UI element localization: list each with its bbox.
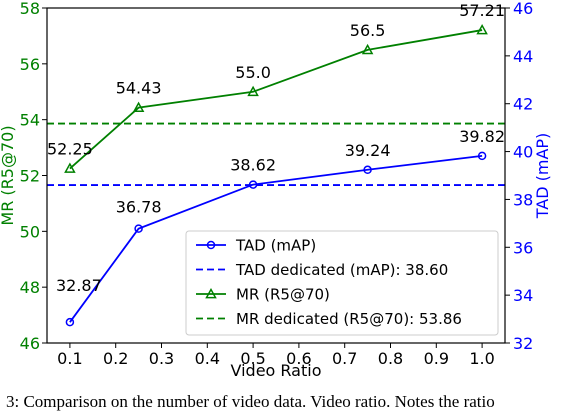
x-tick-label: 0.4: [195, 349, 220, 368]
left-y-tick-label: 54: [20, 111, 40, 130]
legend-entry-label: TAD dedicated (mAP): 38.60: [235, 261, 448, 279]
tad-point: [363, 165, 372, 175]
right-y-tick-label: 46: [513, 0, 533, 18]
tad-data-label: 39.24: [345, 141, 391, 160]
x-tick-label: 0.6: [286, 349, 311, 368]
chart: 0.1 0.2 0.3 0.4 0.5 0.6 0.7 0.8 0.9 1.0 Video Rati…: [0, 0, 552, 380]
mr-data-label: 56.5: [350, 21, 386, 40]
mr-data-label: 52.25: [47, 140, 93, 159]
mr-data-label: 55.0: [235, 63, 271, 82]
mr-point: [361, 43, 374, 55]
legend-entry-label: TAD (mAP): [235, 237, 316, 255]
legend-marker: [205, 287, 217, 299]
mr-data-label: 54.43: [116, 79, 162, 98]
left-y-axis-label: MR (R5@70): [0, 125, 17, 225]
left-y-tick-label: 50: [20, 222, 40, 241]
tad-point: [134, 224, 143, 233]
left-y-tick-label: 56: [20, 55, 40, 74]
plot-frame: [46, 7, 506, 344]
legend: TAD (mAP) TAD dedicated (mAP): 38.60 MR (R…: [185, 230, 499, 336]
right-y-tick-label: 32: [513, 334, 533, 353]
legend-box: [185, 230, 499, 336]
legend-marker: [206, 240, 216, 250]
right-y-tick-label: 34: [513, 286, 533, 305]
tad-data-label: 38.62: [230, 156, 276, 175]
left-y-tick-label: 48: [20, 278, 40, 297]
tad-data-label: 39.82: [459, 127, 505, 146]
x-tick-label: 0.3: [149, 349, 174, 368]
legend-entry-label: MR dedicated (R5@70): 53.86: [236, 310, 462, 328]
x-tick-label: 0.7: [332, 349, 357, 368]
left-y-tick-label: 58: [20, 0, 40, 18]
right-y-tick-label: 40: [513, 143, 533, 162]
right-y-tick-label: 38: [513, 190, 533, 209]
mr-data-label: 57.21: [459, 1, 505, 20]
right-y-tick-label: 42: [513, 95, 533, 114]
tad-point: [248, 180, 258, 189]
x-tick-label: 0.2: [103, 349, 128, 368]
tad-series-line: [69, 154, 483, 323]
left-y-tick-label: 52: [20, 167, 40, 186]
tad-point: [477, 151, 487, 161]
x-tick-label: 0.1: [57, 349, 82, 368]
right-y-tick-label: 36: [513, 238, 533, 257]
mr-point: [64, 162, 76, 173]
x-tick-label: 0.5: [240, 349, 265, 368]
tad-data-label: 32.87: [56, 276, 102, 295]
figure-caption: 3: Comparison on the number of video dat…: [6, 392, 495, 411]
tad-data-label: 36.78: [116, 198, 162, 217]
x-axis-label: Video Ratio: [231, 361, 322, 380]
tad-point: [65, 317, 75, 327]
right-y-axis-label: TAD (mAP): [533, 133, 552, 220]
mr-point: [132, 101, 145, 113]
left-y-tick-label: 46: [20, 334, 40, 353]
mr-series-line: [69, 29, 483, 170]
right-y-tick-label: 44: [513, 47, 533, 66]
x-tick-label: 1.0: [469, 349, 494, 368]
mr-point: [247, 85, 259, 97]
x-tick-label: 0.8: [378, 349, 403, 368]
x-tick-label: 0.9: [424, 349, 449, 368]
legend-entry-label: MR (R5@70): [236, 286, 330, 304]
mr-point: [476, 24, 488, 35]
